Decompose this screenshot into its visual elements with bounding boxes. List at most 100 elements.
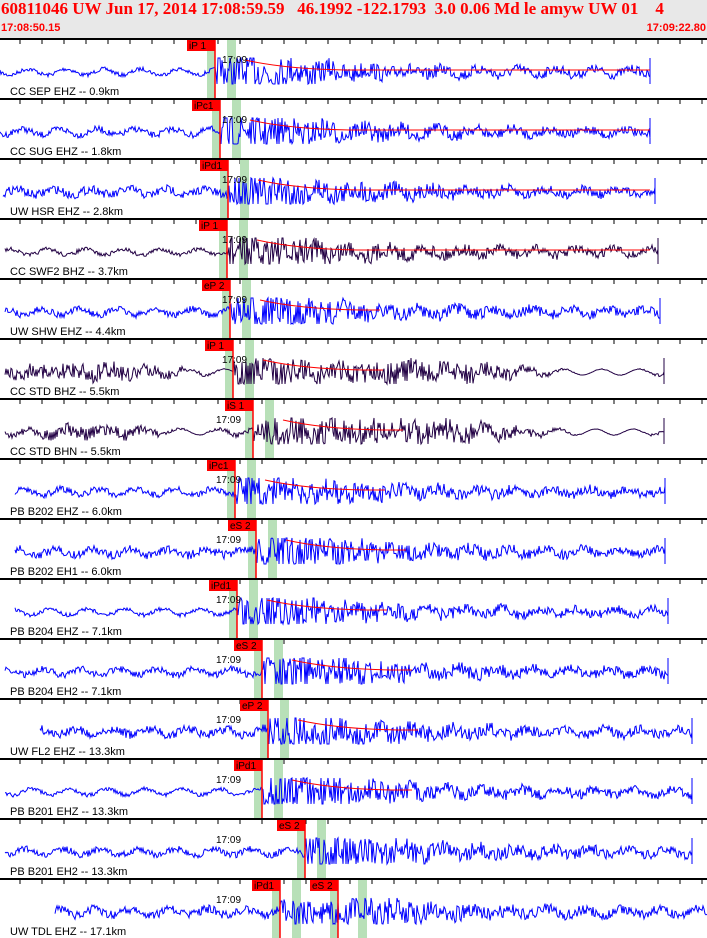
minute-label: 17:09	[216, 835, 241, 846]
trace-5[interactable]: iP 1 17:09 CC STD BHZ -- 5.5km	[0, 338, 707, 398]
minute-label: 17:09	[222, 235, 247, 246]
station-label: CC SUG EHZ -- 1.8km	[10, 146, 121, 158]
pick-label-box[interactable]	[234, 760, 262, 771]
minute-label: 17:09	[216, 475, 241, 486]
waveform	[4, 657, 669, 685]
pick-window	[292, 880, 301, 938]
minute-label: 17:09	[216, 895, 241, 906]
pick-window	[358, 880, 367, 938]
waveform	[4, 236, 659, 266]
waveform	[4, 836, 693, 866]
pick-window	[330, 880, 338, 938]
pick-label: iP 1	[189, 41, 206, 52]
seismogram-panel[interactable]: iP 1 17:09 CC SEP EHZ -- 0.9km iPc1 17:09 CC …	[0, 38, 707, 938]
minute-label: 17:09	[216, 655, 241, 666]
coda-fit-line	[244, 59, 650, 71]
minute-label: 17:09	[222, 115, 247, 126]
pick-label-box[interactable]	[228, 520, 256, 531]
pick-label: iPd1	[254, 881, 274, 892]
waveform	[2, 176, 656, 206]
station-label: PB B204 EHZ -- 7.1km	[10, 626, 122, 638]
waveform	[39, 717, 693, 745]
pick-label: eS 2	[312, 881, 333, 892]
station-label: UW TDL EHZ -- 17.1km	[10, 926, 126, 938]
station-label: PB B201 EH2 -- 13.3km	[10, 866, 127, 878]
pick-window	[212, 100, 220, 158]
pick-label-box[interactable]	[252, 880, 280, 891]
coda-fit-line	[266, 599, 387, 611]
trace-0[interactable]: iP 1 17:09 CC SEP EHZ -- 0.9km	[0, 38, 707, 98]
trace-1[interactable]: iPc1 17:09 CC SUG EHZ -- 1.8km	[0, 98, 707, 158]
pick-window	[220, 160, 228, 218]
pick-label-box[interactable]	[202, 280, 230, 291]
pick-window	[297, 820, 305, 878]
minute-label: 17:09	[216, 415, 241, 426]
pick-label-box[interactable]	[205, 340, 233, 351]
pick-label-box[interactable]	[234, 640, 262, 651]
station-label: UW SHW EHZ -- 4.4km	[10, 326, 126, 338]
pick-label-box[interactable]	[192, 100, 220, 111]
pick-label: eP 2	[242, 701, 263, 712]
pick-window	[227, 460, 235, 518]
pick-label: eP 2	[204, 281, 225, 292]
coda-fit-line	[249, 119, 650, 131]
event-title: 60811046 UW Jun 17, 2014 17:08:59.59 46.…	[1, 0, 664, 18]
pick-window	[239, 220, 248, 278]
trace-10[interactable]: eS 2 17:09 PB B204 EH2 -- 7.1km	[0, 638, 707, 698]
pick-label: iPc1	[194, 101, 214, 112]
trace-9[interactable]: iPd1 17:09 PB B204 EHZ -- 7.1km	[0, 578, 707, 638]
trace-6[interactable]: iS 1 17:09 CC STD BHN -- 5.5km	[0, 398, 707, 458]
station-label: UW HSR EHZ -- 2.8km	[10, 206, 123, 218]
pick-label-box[interactable]	[277, 820, 305, 831]
trace-3[interactable]: iP 1 17:09 CC SWF2 BHZ -- 3.7km	[0, 218, 707, 278]
pick-window	[272, 880, 280, 938]
pick-window	[225, 340, 233, 398]
pick-window	[268, 520, 277, 578]
trace-14[interactable]: iPd1 eS 2 17:09 UW TDL EHZ -- 17.1km	[0, 878, 707, 938]
trace-11[interactable]: eP 217:09 UW FL2 EHZ -- 13.3km	[0, 698, 707, 758]
waveform	[0, 116, 651, 146]
minute-label: 17:09	[216, 775, 241, 786]
pick-label-box[interactable]	[240, 700, 268, 711]
pick-label-box[interactable]	[209, 580, 237, 591]
station-label: CC STD BHZ -- 5.5km	[10, 386, 119, 398]
coda-fit-line	[285, 539, 406, 551]
coda-fit-line	[257, 179, 650, 191]
trace-7[interactable]: iPc1 17:09 PB B202 EHZ -- 6.0km	[0, 458, 707, 518]
pick-window	[265, 400, 274, 458]
waveform	[4, 776, 693, 805]
pick-window	[249, 580, 258, 638]
pick-label: eS 2	[279, 821, 300, 832]
waveform	[14, 596, 669, 626]
minute-label: 17:09	[222, 175, 247, 186]
pick-label-box[interactable]	[187, 40, 215, 51]
trace-12[interactable]: iPd1 17:09 PB B201 EHZ -- 13.3km	[0, 758, 707, 818]
station-label: CC STD BHN -- 5.5km	[10, 446, 121, 458]
pick-label: iPc1	[209, 461, 229, 472]
station-label: PB B201 EHZ -- 13.3km	[10, 806, 128, 818]
trace-13[interactable]: eS 2 17:09 PB B201 EH2 -- 13.3km	[0, 818, 707, 878]
pick-label-box[interactable]	[225, 400, 253, 411]
trace-8[interactable]: eS 2 17:09 PB B202 EH1 -- 6.0km	[0, 518, 707, 578]
pick-label-box[interactable]	[200, 160, 228, 171]
station-label: UW FL2 EHZ -- 13.3km	[10, 746, 125, 758]
pick-window	[232, 100, 241, 158]
coda-fit-line	[262, 359, 383, 371]
coda-fit-line	[259, 299, 380, 311]
station-label: PB B204 EH2 -- 7.1km	[10, 686, 121, 698]
pick-label: iS 1	[227, 401, 245, 412]
pick-label-box[interactable]	[199, 220, 227, 231]
coda-fit-line	[291, 659, 412, 671]
pick-label-box[interactable]	[310, 880, 338, 891]
pick-label-box[interactable]	[207, 460, 235, 471]
trace-4[interactable]: eP 2 17:09 UW SHW EHZ -- 4.4km	[0, 278, 707, 338]
station-label: PB B202 EHZ -- 6.0km	[10, 506, 122, 518]
pick-window	[274, 640, 283, 698]
coda-fit-line	[291, 779, 412, 791]
station-label: CC SEP EHZ -- 0.9km	[10, 86, 119, 98]
waveform	[4, 416, 665, 446]
pick-label: iPd1	[211, 581, 231, 592]
station-label: CC SWF2 BHZ -- 3.7km	[10, 266, 128, 278]
pick-label: iPd1	[202, 161, 222, 172]
